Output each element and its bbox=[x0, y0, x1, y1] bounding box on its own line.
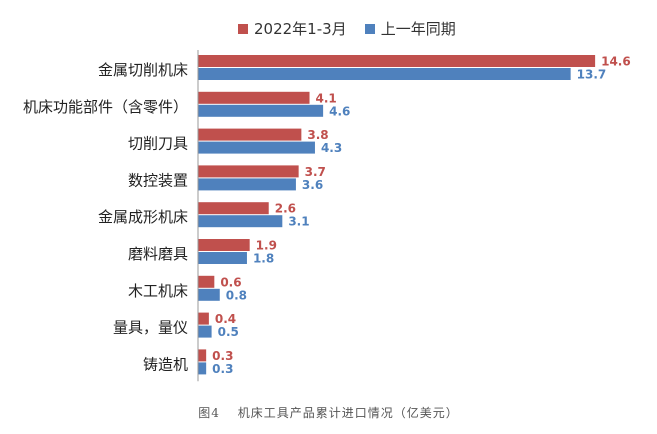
data-label: 0.3 bbox=[212, 362, 233, 376]
data-label: 3.7 bbox=[305, 165, 326, 179]
category-label: 金属成形机床 bbox=[98, 208, 188, 226]
bar-current bbox=[198, 275, 215, 288]
data-label: 13.7 bbox=[577, 68, 607, 82]
data-label: 4.6 bbox=[329, 104, 350, 118]
category-label: 铸造机 bbox=[143, 355, 188, 373]
bar-prior bbox=[198, 68, 571, 80]
data-label: 1.9 bbox=[256, 239, 277, 253]
bar-prior bbox=[198, 215, 283, 228]
category-label: 切削刀具 bbox=[128, 135, 188, 153]
bar-prior bbox=[198, 141, 315, 154]
bar-current bbox=[198, 91, 310, 104]
data-label: 0.5 bbox=[218, 325, 239, 339]
legend-item-series-2: 上一年同期 bbox=[364, 18, 456, 39]
bar-prior bbox=[198, 178, 296, 191]
data-label: 0.3 bbox=[212, 349, 233, 363]
bar-current bbox=[198, 239, 250, 251]
category-label: 数控装置 bbox=[128, 171, 188, 189]
data-label: 2.6 bbox=[275, 202, 296, 216]
data-label: 0.6 bbox=[220, 275, 241, 289]
bar-current bbox=[198, 128, 302, 141]
bar-prior bbox=[198, 362, 207, 375]
category-label: 机床功能部件（含零件） bbox=[23, 98, 188, 116]
bar-current bbox=[198, 312, 209, 325]
bar-current bbox=[198, 165, 299, 178]
bar-current bbox=[198, 349, 207, 362]
category-label: 金属切削机床 bbox=[98, 61, 188, 79]
data-label: 0.4 bbox=[215, 312, 236, 326]
data-label: 4.3 bbox=[321, 141, 342, 155]
data-label: 3.8 bbox=[307, 128, 328, 142]
bar-prior bbox=[198, 288, 220, 301]
data-label: 14.6 bbox=[601, 55, 631, 69]
bar-current bbox=[198, 202, 269, 215]
data-label: 3.6 bbox=[302, 178, 323, 192]
bar-prior bbox=[198, 325, 212, 338]
category-label: 磨料磨具 bbox=[128, 245, 188, 263]
legend-swatch-series-2 bbox=[364, 23, 375, 34]
legend-swatch-series-1 bbox=[238, 23, 248, 34]
category-label: 木工机床 bbox=[128, 282, 188, 300]
category-label: 量具，量仪 bbox=[113, 319, 188, 337]
legend-label-series-1: 2022年1-3月 bbox=[254, 20, 347, 38]
legend-label-series-2: 上一年同期 bbox=[380, 20, 456, 38]
data-label: 1.8 bbox=[253, 252, 274, 266]
legend: 2022年1-3月 上一年同期 bbox=[238, 18, 474, 39]
bar-prior bbox=[198, 252, 247, 264]
data-label: 3.1 bbox=[288, 215, 309, 229]
figure-caption: 图4 机床工具产品累计进口情况（亿美元） bbox=[198, 406, 459, 420]
bar-current bbox=[198, 55, 596, 67]
bar-prior bbox=[198, 104, 324, 117]
data-label: 4.1 bbox=[316, 91, 337, 105]
data-label: 0.8 bbox=[226, 288, 247, 302]
legend-item-series-1: 2022年1-3月 bbox=[238, 18, 347, 39]
